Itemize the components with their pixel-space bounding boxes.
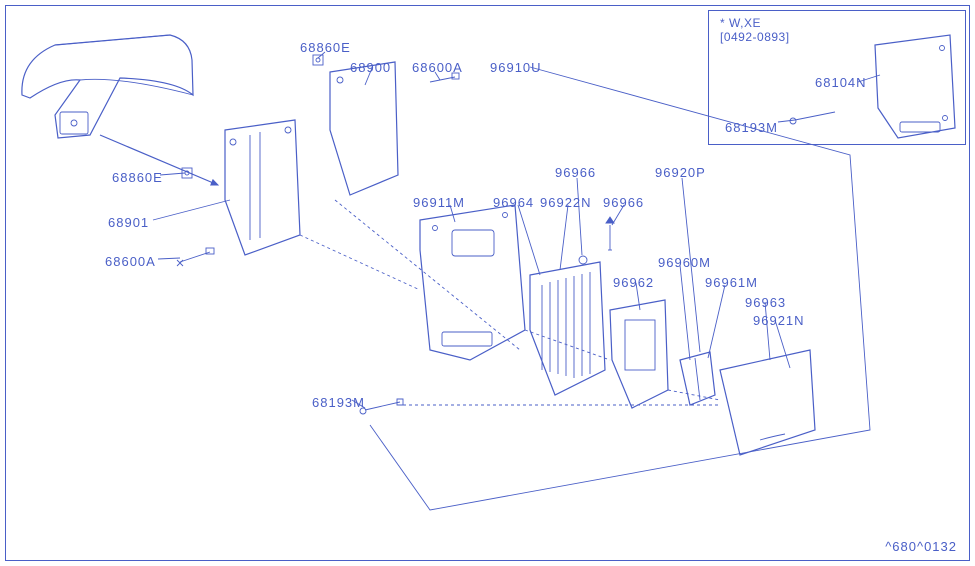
dashboard <box>22 35 193 138</box>
cassette-96964 <box>530 262 605 395</box>
screw-68600a-left <box>177 248 214 266</box>
callout-96960M: 96960M <box>658 255 711 270</box>
panel-68901 <box>225 120 300 255</box>
callout-96966-b: 96966 <box>603 195 644 210</box>
callout-68900: 68900 <box>350 60 391 75</box>
callout-96963: 96963 <box>745 295 786 310</box>
latch-9696x <box>680 352 715 405</box>
note-date: [0492-0893] <box>720 30 790 44</box>
callout-68193M-a: 68193M <box>312 395 365 410</box>
callout-96964: 96964 <box>493 195 534 210</box>
callout-68901: 68901 <box>108 215 149 230</box>
callout-96911M: 96911M <box>413 195 465 210</box>
callout-68104N: 68104N <box>815 75 867 90</box>
screw-96966 <box>606 217 614 250</box>
callout-68860E-a: 68860E <box>300 40 351 55</box>
callout-96961M: 96961M <box>705 275 758 290</box>
screw-68193m-bottom <box>360 399 403 414</box>
callout-96966-a: 96966 <box>555 165 596 180</box>
frame-96962 <box>610 300 668 408</box>
lid-96921 <box>720 350 815 455</box>
callout-68600A-b: 68600A <box>105 254 156 269</box>
panel-68900 <box>330 62 398 195</box>
callout-68600A-a: 68600A <box>412 60 463 75</box>
callout-68860E-b: 68860E <box>112 170 163 185</box>
callout-96921N: 96921N <box>753 313 805 328</box>
diagram-code: ^680^0132 <box>885 539 957 554</box>
console-96911m <box>420 205 525 360</box>
callout-96910U: 96910U <box>490 60 542 75</box>
callout-96922N: 96922N <box>540 195 592 210</box>
inset-screw-68193m <box>790 112 835 124</box>
callout-96962: 96962 <box>613 275 654 290</box>
nut-68860e-top <box>313 55 323 65</box>
inset-panel-68104n <box>875 35 955 138</box>
callout-68193M-b: 68193M <box>725 120 778 135</box>
note-wxe: * W,XE <box>720 16 761 30</box>
callout-96920P: 96920P <box>655 165 706 180</box>
